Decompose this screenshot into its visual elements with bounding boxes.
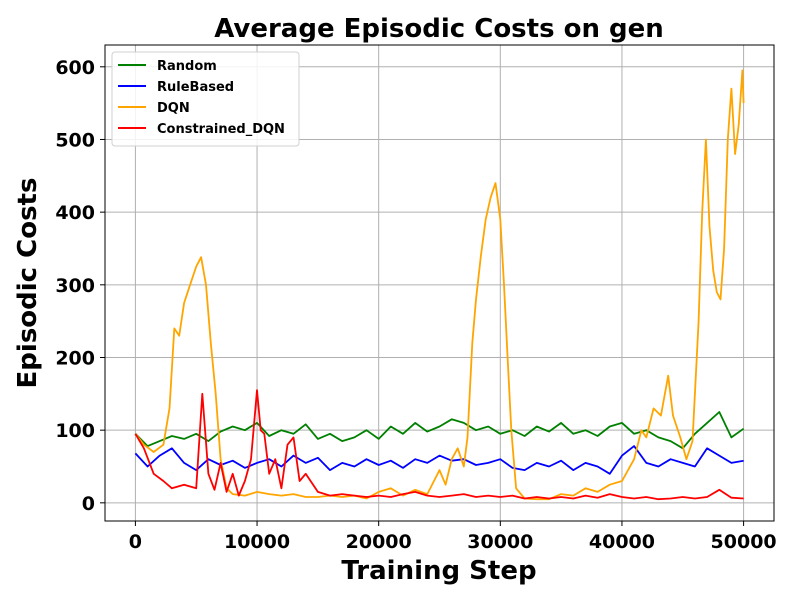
y-tick-label: 200 — [55, 347, 95, 369]
axis-ticks: 0 10000 20000 30000 40000 50000 0 100 200 300 400 5… — [55, 57, 776, 553]
x-tick-label: 0 — [129, 531, 142, 553]
x-tick-label: 20000 — [346, 531, 412, 553]
legend-label-dqn: DQN — [157, 101, 190, 116]
x-tick-label: 10000 — [224, 531, 290, 553]
y-tick-label: 100 — [55, 420, 95, 442]
x-tick-label: 50000 — [711, 531, 777, 553]
y-tick-label: 600 — [55, 57, 95, 79]
series-lines — [134, 69, 745, 501]
y-tick-label: 0 — [82, 493, 95, 515]
legend: Random RuleBased DQN Constrained_DQN — [111, 51, 300, 147]
series-line-constrained-dqn — [134, 389, 744, 501]
legend-box — [111, 51, 300, 147]
series-line-dqn — [134, 69, 745, 501]
legend-label-constrained-dqn: Constrained_DQN — [157, 122, 285, 137]
x-axis-label: Training Step — [341, 556, 536, 586]
series-line-rulebased — [134, 445, 744, 475]
grid — [105, 45, 774, 521]
chart-title: Average Episodic Costs on gen — [214, 14, 664, 44]
legend-label-random: Random — [157, 59, 217, 74]
y-tick-label: 300 — [55, 275, 95, 297]
plot-frame — [104, 44, 775, 522]
y-tick-label: 500 — [55, 129, 95, 151]
y-tick-label: 400 — [55, 202, 95, 224]
legend-label-rulebased: RuleBased — [157, 80, 234, 95]
x-tick-label: 40000 — [589, 531, 655, 553]
x-tick-label: 30000 — [467, 531, 533, 553]
y-axis-label: Episodic Costs — [13, 178, 43, 389]
